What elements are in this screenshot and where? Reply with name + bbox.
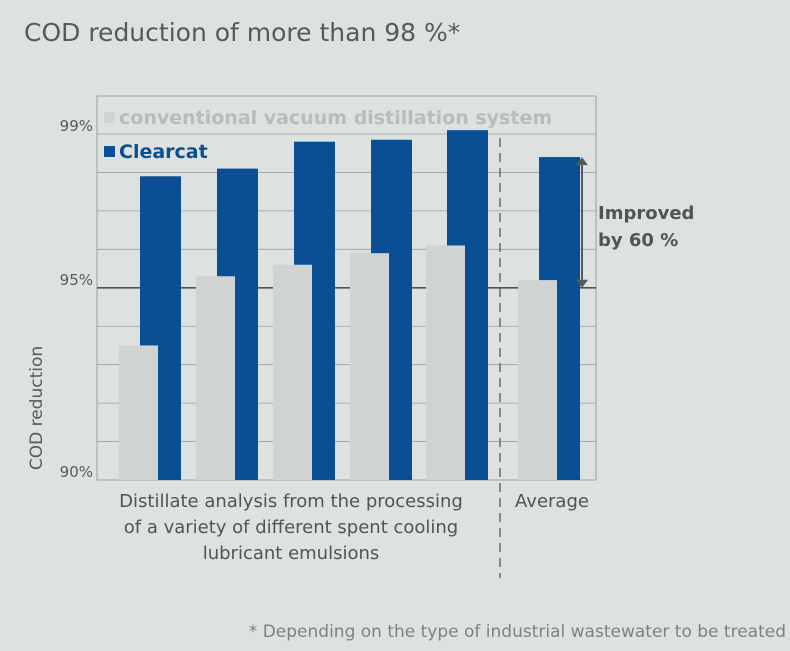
x-caption-line-1: Distillate analysis from the processing xyxy=(119,491,463,512)
x-caption-line-2: of a variety of different spent cooling xyxy=(124,517,458,538)
bar-conventional xyxy=(119,345,158,480)
bar-conventional xyxy=(426,245,465,480)
average-label: Average xyxy=(515,491,589,512)
y-tick-labels: 99% 95% 90% xyxy=(60,117,93,481)
arrow-down-icon xyxy=(576,279,588,288)
chart-title: COD reduction of more than 98 %* xyxy=(24,18,460,47)
legend-swatch-conventional xyxy=(104,112,115,123)
legend-label-clearcat: Clearcat xyxy=(119,141,208,163)
y-axis-label: COD reduction xyxy=(27,346,47,470)
improvement-line-1: Improved xyxy=(598,203,694,224)
y-tick-label: 95% xyxy=(60,271,93,289)
bar-conventional xyxy=(350,253,389,480)
footnote: * Depending on the type of industrial wa… xyxy=(249,622,786,642)
y-tick-label: 90% xyxy=(60,463,93,481)
x-caption-line-3: lubricant emulsions xyxy=(203,543,380,564)
legend-label-conventional: conventional vacuum distillation system xyxy=(119,107,552,129)
y-tick-label: 99% xyxy=(60,117,93,135)
bar-conventional xyxy=(196,276,235,480)
arrow-up-icon xyxy=(576,157,588,166)
legend-swatch-clearcat xyxy=(104,146,115,157)
bar-conventional xyxy=(273,264,312,480)
bar-conventional xyxy=(518,280,557,480)
improvement-line-2: by 60 % xyxy=(598,230,678,251)
bars xyxy=(119,130,580,481)
